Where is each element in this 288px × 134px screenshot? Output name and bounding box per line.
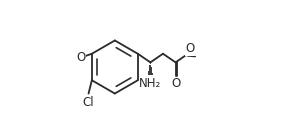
- Text: O: O: [76, 51, 85, 64]
- Text: Cl: Cl: [83, 96, 94, 109]
- Text: O: O: [186, 42, 195, 55]
- Text: NH₂: NH₂: [139, 77, 162, 90]
- Text: O: O: [172, 77, 181, 90]
